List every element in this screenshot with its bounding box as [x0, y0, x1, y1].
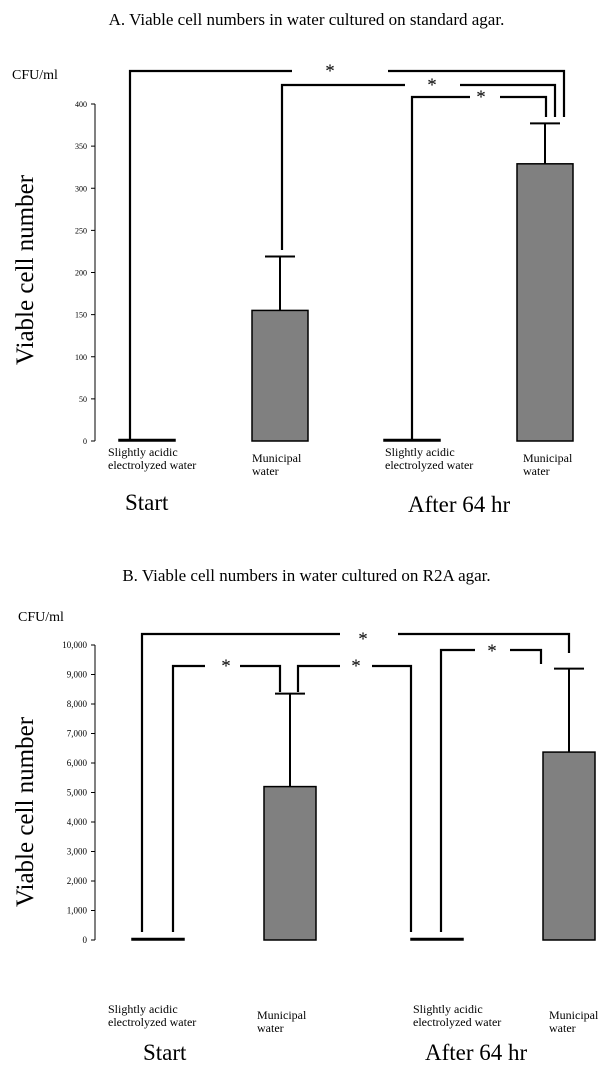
chart-panel-b: B. Viable cell numbers in water cultured… [0, 540, 613, 1072]
y-unit-label: CFU/ml [12, 68, 58, 83]
bar [118, 438, 176, 442]
significance-bracket [128, 69, 566, 441]
category-label: Municipal water [549, 1008, 599, 1035]
significance-marker: * [358, 629, 368, 650]
significance-bracket [296, 664, 413, 932]
y-tick-label: 200 [75, 269, 87, 278]
category-label: Slightly acidic electrolyzed water [413, 1002, 502, 1029]
bar [251, 309, 309, 442]
bar [542, 751, 596, 941]
y-tick-label: 6,000 [67, 758, 88, 768]
significance-marker: * [487, 641, 497, 662]
category-label: Municipal water [257, 1008, 307, 1035]
y-tick-label: 50 [79, 395, 87, 404]
y-tick-label: 2,000 [67, 876, 88, 886]
y-tick-label: 7,000 [67, 729, 88, 739]
y-tick-label: 100 [75, 353, 87, 362]
y-tick-label: 5,000 [67, 788, 88, 798]
significance-bracket [439, 648, 543, 932]
bar [410, 937, 464, 941]
y-tick-label: 0 [83, 935, 88, 945]
significance-marker: * [221, 656, 231, 677]
group-label-after: After 64 hr [425, 1040, 528, 1065]
y-unit-label: CFU/ml [18, 610, 64, 625]
group-label-start: Start [125, 490, 169, 515]
y-tick-label: 150 [75, 311, 87, 320]
group-label-start: Start [143, 1040, 187, 1065]
y-tick-label: 3,000 [67, 847, 88, 857]
y-tick-label: 9,000 [67, 670, 88, 680]
significance-bracket [280, 83, 557, 250]
y-tick-label: 10,000 [62, 640, 87, 650]
y-tick-label: 8,000 [67, 699, 88, 709]
chart-panel-a: A. Viable cell numbers in water cultured… [12, 10, 574, 517]
group-label-after: After 64 hr [408, 492, 511, 517]
y-tick-label: 4,000 [67, 817, 88, 827]
category-label: Slightly acidic electrolyzed water [108, 1002, 197, 1029]
y-tick-label: 1,000 [67, 906, 88, 916]
category-label: Slightly acidic electrolyzed water [108, 445, 197, 472]
significance-marker: * [351, 656, 361, 677]
significance-bracket [140, 632, 571, 932]
category-label: Slightly acidic electrolyzed water [385, 445, 474, 472]
significance-marker: * [476, 87, 486, 108]
category-label: Municipal water [252, 451, 302, 478]
significance-bracket [410, 95, 548, 441]
y-tick-label: 0 [83, 437, 87, 446]
chart-title: B. Viable cell numbers in water cultured… [122, 566, 491, 585]
bar [131, 937, 185, 941]
y-tick-label: 300 [75, 184, 87, 193]
y-tick-label: 250 [75, 226, 87, 235]
chart-plot: 0 50 100 150 200 250 300 350 400 * * * [75, 61, 574, 446]
significance-marker: * [427, 75, 437, 96]
chart-title: A. Viable cell numbers in water cultured… [108, 10, 505, 29]
significance-bracket [171, 664, 282, 932]
chart-plot: 0 1,000 2,000 3,000 4,000 5,000 6,000 7,000 8,00… [62, 629, 596, 945]
category-label: Municipal water [523, 451, 573, 478]
significance-marker: * [325, 61, 335, 82]
bar [516, 163, 574, 442]
y-tick-label: 350 [75, 142, 87, 151]
y-tick-label: 400 [75, 100, 87, 109]
bar [263, 785, 317, 941]
